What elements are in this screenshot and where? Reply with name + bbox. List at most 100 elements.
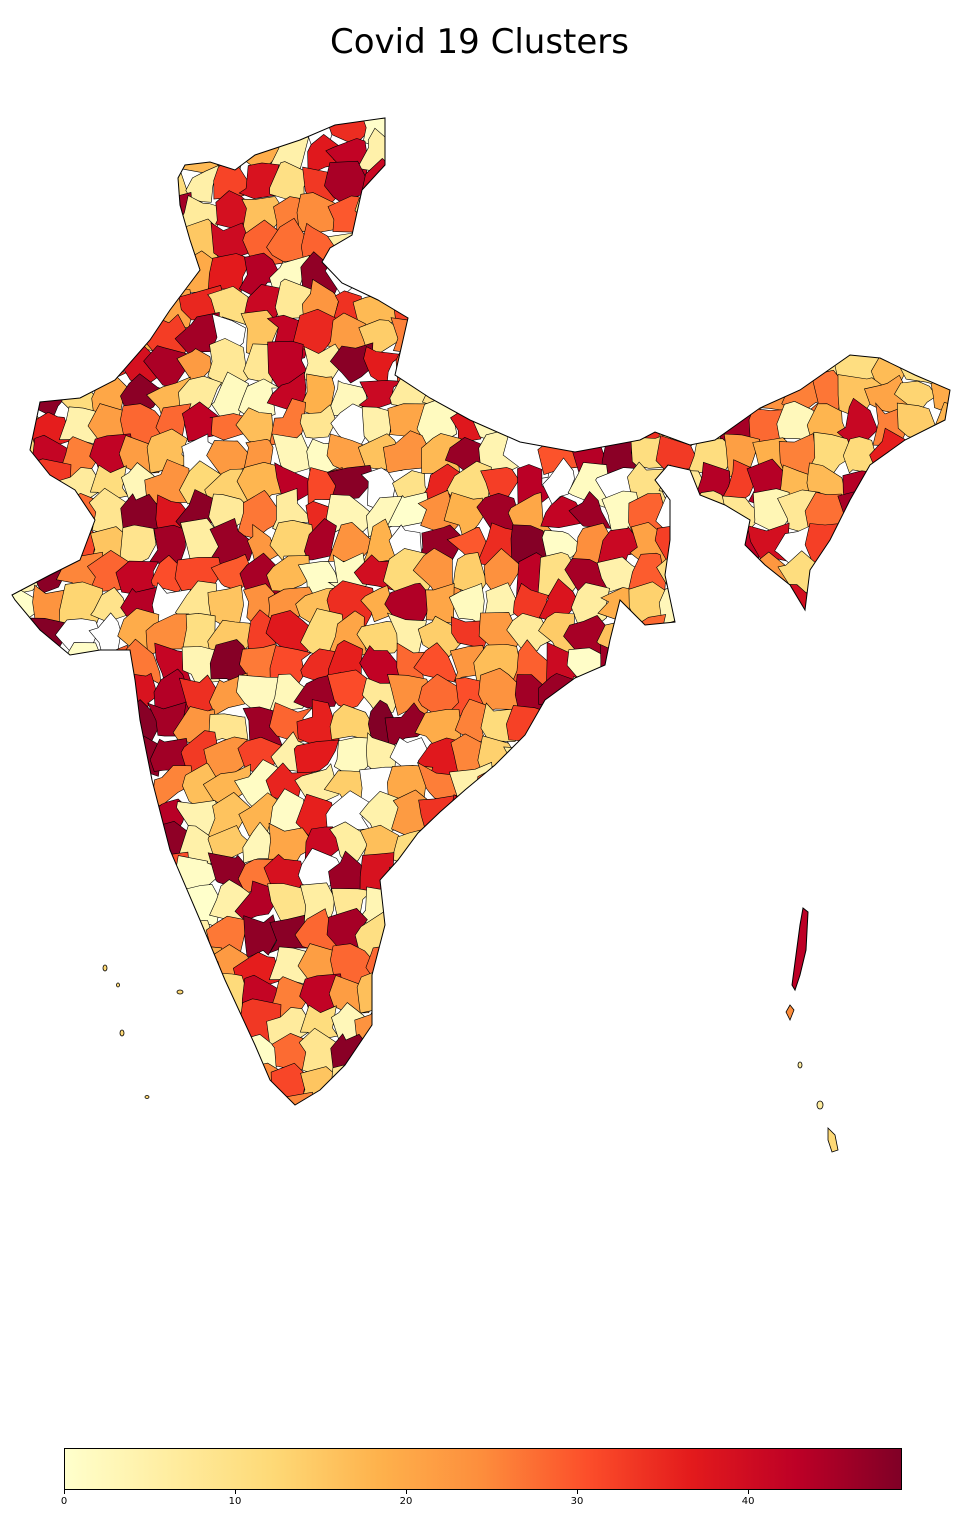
- district-polygon: [568, 676, 614, 716]
- district-polygon: [896, 637, 937, 686]
- district-polygon: [922, 586, 950, 632]
- district-polygon: [662, 672, 708, 716]
- andaman-south: [785, 1004, 795, 1021]
- district-polygon: [895, 118, 941, 142]
- district-polygon: [927, 999, 950, 1047]
- district-polygon: [421, 251, 461, 295]
- district-polygon: [448, 794, 490, 838]
- district-polygon: [56, 701, 102, 746]
- district-polygon: [810, 258, 849, 300]
- district-polygon: [118, 1063, 158, 1105]
- district-polygon: [448, 118, 492, 151]
- district-polygon: [12, 1028, 44, 1080]
- district-polygon: [451, 161, 496, 209]
- district-polygon: [713, 881, 761, 927]
- district-polygon: [12, 525, 44, 567]
- district-polygon: [723, 944, 761, 986]
- district-polygon: [517, 118, 552, 148]
- district-polygon: [750, 1035, 797, 1069]
- district-polygon: [899, 948, 944, 988]
- district-polygon: [749, 709, 785, 741]
- district-polygon: [895, 288, 946, 328]
- colorbar-ticks: 0 10 20 30 40: [61, 1490, 902, 1520]
- district-polygon: [720, 792, 755, 842]
- district-polygon: [653, 1032, 694, 1082]
- district-polygon: [622, 1087, 673, 1105]
- district-polygon: [508, 171, 552, 209]
- district-polygon: [837, 158, 885, 207]
- district-polygon: [628, 221, 672, 268]
- district-polygon: [683, 162, 731, 201]
- district-polygon: [805, 757, 857, 808]
- district-polygon: [480, 881, 522, 928]
- district-polygon: [27, 1034, 66, 1083]
- district-polygon: [751, 162, 791, 206]
- lakshadweep-islet: [102, 964, 108, 972]
- district-polygon: [391, 973, 430, 1018]
- district-polygon: [451, 283, 492, 332]
- district-polygon: [210, 222, 252, 262]
- district-polygon: [425, 583, 455, 624]
- district-polygon: [446, 885, 496, 922]
- district-polygon: [52, 118, 105, 140]
- district-polygon: [534, 740, 582, 778]
- district-polygon: [236, 461, 285, 511]
- district-polygon: [92, 159, 128, 211]
- district-polygon: [267, 822, 317, 864]
- district-polygon: [657, 162, 700, 208]
- district-polygon: [123, 879, 165, 926]
- district-polygon: [143, 345, 191, 390]
- district-polygon: [718, 757, 764, 809]
- district-polygon: [58, 763, 98, 806]
- district-polygon: [924, 800, 950, 835]
- district-polygon: [714, 702, 768, 749]
- district-polygon: [836, 737, 885, 781]
- district-polygon: [147, 1061, 189, 1105]
- district-polygon: [442, 854, 496, 901]
- district-polygon: [684, 340, 737, 387]
- district-polygon: [117, 128, 158, 183]
- district-polygon: [897, 437, 947, 475]
- district-polygon: [926, 312, 950, 353]
- district-polygon: [475, 257, 524, 292]
- district-polygon: [657, 188, 705, 234]
- district-polygon: [117, 770, 160, 800]
- district-polygon: [840, 973, 886, 1009]
- district-polygon: [54, 1061, 101, 1105]
- district-polygon: [478, 347, 516, 391]
- district-polygon: [862, 223, 910, 268]
- district-polygon: [807, 118, 854, 149]
- india-district-map: [11, 117, 951, 1153]
- district-polygon: [596, 288, 642, 327]
- district-polygon: [871, 282, 913, 332]
- district-polygon: [724, 221, 762, 270]
- district-polygon: [658, 857, 697, 893]
- district-polygon: [805, 793, 853, 837]
- district-polygon: [811, 670, 848, 716]
- district-polygon: [839, 1061, 888, 1105]
- district-polygon: [781, 225, 823, 269]
- district-polygon: [542, 342, 584, 388]
- district-polygon: [626, 791, 669, 831]
- district-polygon: [838, 1033, 876, 1078]
- district-polygon: [866, 1096, 912, 1105]
- district-polygon: [426, 127, 467, 181]
- district-polygon: [654, 977, 701, 1015]
- district-polygon: [599, 249, 643, 298]
- district-polygon: [778, 614, 817, 657]
- district-polygon: [418, 1033, 468, 1081]
- district-polygon: [630, 311, 669, 359]
- district-polygon: [354, 195, 399, 238]
- district-polygon: [86, 131, 132, 180]
- district-polygon: [810, 281, 852, 329]
- district-polygon: [925, 503, 950, 532]
- district-polygon: [837, 939, 879, 990]
- district-polygons: [12, 118, 950, 1105]
- district-polygon: [419, 953, 463, 981]
- district-polygon: [485, 287, 521, 333]
- district-polygon: [598, 704, 639, 747]
- district-polygon: [180, 945, 224, 985]
- district-polygon: [299, 404, 337, 439]
- district-polygon: [540, 848, 579, 897]
- district-polygon: [538, 252, 582, 299]
